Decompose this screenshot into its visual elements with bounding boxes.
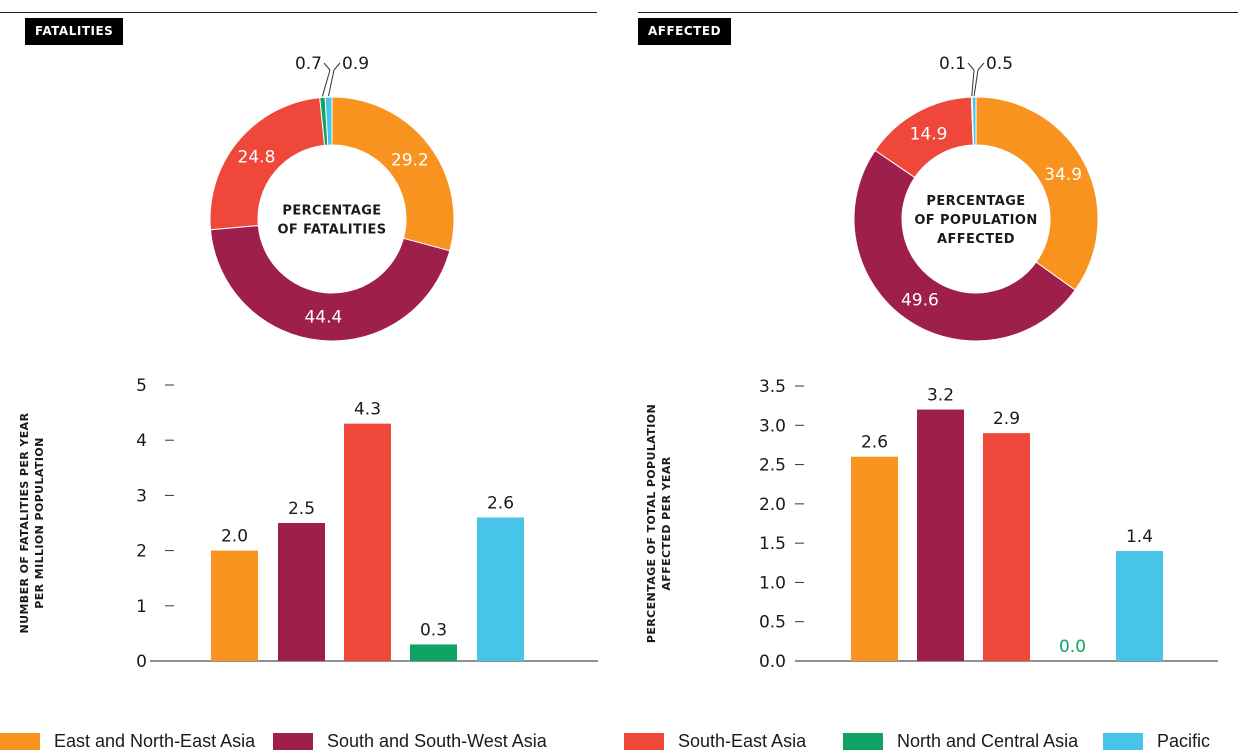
- legend: East and North-East Asia South and South…: [0, 730, 1241, 751]
- bar-chart-2-y-tick-label: 4: [136, 431, 147, 451]
- legend-label: South-East Asia: [678, 731, 807, 751]
- bar-chart-2-bar-north-and-central-asia: [410, 644, 457, 661]
- donut-1-center-label: OF POPULATION: [914, 213, 1037, 228]
- legend-label: North and Central Asia: [897, 731, 1079, 751]
- legend-swatch: [0, 733, 40, 750]
- donut-0-slice-south-and-south-west-asia: [209, 224, 451, 342]
- bar-chart-3-value-label: 0.0: [1059, 637, 1086, 657]
- donut-1-callout-line: [971, 69, 975, 97]
- bar-chart-3-y-tick-label: 1.0: [759, 573, 786, 593]
- bar-chart-2-y-tick-label: 2: [136, 542, 147, 562]
- donut-1-center-label: AFFECTED: [937, 232, 1015, 247]
- donut-1-slice-south-and-south-west-asia: [853, 149, 1076, 342]
- legend-label: Pacific: [1157, 731, 1211, 751]
- bar-chart-2-y-axis-title-line: PER MILLION POPULATION: [33, 437, 46, 608]
- bar-chart-3-y-tick-label: 0.0: [759, 652, 786, 672]
- donut-0-value-label: 24.8: [238, 148, 276, 168]
- legend-swatch: [624, 733, 664, 750]
- bar-chart-2-y-tick-label: 3: [136, 486, 147, 506]
- bar-chart-2-value-label: 2.5: [288, 499, 315, 519]
- legend-swatch: [273, 733, 313, 750]
- bar-chart-3-bar-pacific: [1116, 551, 1163, 661]
- donut-1-small-value-label: 0.5: [986, 54, 1013, 74]
- bar-chart-2-bar-pacific: [477, 517, 524, 661]
- bar-chart-2-value-label: 0.3: [420, 620, 447, 640]
- bar-chart-3-bar-south-east-asia: [983, 433, 1030, 661]
- bar-chart-3-value-label: 1.4: [1126, 527, 1153, 547]
- donut-0-small-value-label: 0.7: [295, 54, 322, 74]
- bar-chart-2-value-label: 2.6: [487, 493, 514, 513]
- donut-1-value-label: 49.6: [901, 290, 939, 310]
- donut-1-slice-pacific: [971, 96, 977, 146]
- bar-chart-3-value-label: 2.9: [993, 409, 1020, 429]
- donut-0-value-label: 29.2: [391, 150, 429, 170]
- bar-chart-2-bar-east-and-north-east-asia: [211, 550, 258, 661]
- bar-chart-2-y-tick-label: 0: [136, 652, 147, 672]
- donut-0-slice-pacific: [324, 96, 333, 146]
- donut-1-center-label: PERCENTAGE: [926, 194, 1025, 209]
- donut-1-callout-tick: [967, 62, 975, 71]
- donut-0-callout-line: [321, 69, 331, 97]
- donut-0-value-label: 44.4: [304, 308, 342, 328]
- bar-chart-3-value-label: 2.6: [861, 433, 888, 453]
- right-panel-rule: [638, 12, 1238, 13]
- fatalities-panel-title: FATALITIES: [25, 18, 124, 45]
- legend-swatch: [843, 733, 883, 750]
- donut-0-center-label: OF FATALITIES: [277, 223, 386, 238]
- bar-chart-3-y-axis-title: PERCENTAGE OF TOTAL POPULATION AFFECTED P…: [645, 404, 673, 643]
- bar-chart-3-value-label: 3.2: [927, 386, 954, 406]
- bar-chart-3-bar-east-and-north-east-asia: [851, 456, 898, 661]
- bar-chart-2-value-label: 4.3: [354, 400, 381, 420]
- bar-chart-2-y-axis-title: NUMBER OF FATALITIES PER YEAR PER MILLION…: [18, 412, 46, 633]
- bar-chart-2-bar-south-east-asia: [344, 423, 391, 661]
- bar-chart-3-bar-south-and-south-west-asia: [917, 409, 964, 661]
- legend-label: South and South-West Asia: [327, 731, 547, 751]
- bar-chart-3-y-tick-label: 2.0: [759, 495, 786, 515]
- donut-1-slice-east-and-north-east-asia: [975, 96, 1099, 291]
- donut-1-callout-tick: [977, 62, 985, 71]
- bar-chart-3-y-tick-label: 2.5: [759, 456, 786, 476]
- affected-panel-title: AFFECTED: [638, 18, 732, 45]
- bar-chart-2-y-tick-label: 1: [136, 597, 147, 617]
- bar-chart-3-y-axis-title-line: PERCENTAGE OF TOTAL POPULATION: [645, 404, 658, 643]
- donut-1-value-label: 34.9: [1044, 165, 1082, 185]
- donut-0-callout-tick: [333, 62, 341, 71]
- donut-1-small-value-label: 0.1: [939, 54, 966, 74]
- bar-chart-2-y-axis-title-line: NUMBER OF FATALITIES PER YEAR: [18, 412, 31, 633]
- donut-0-callout-tick: [323, 62, 331, 71]
- bar-chart-3-y-tick-label: 0.5: [759, 613, 786, 633]
- left-panel-rule: [0, 12, 597, 13]
- bar-chart-2-value-label: 2.0: [221, 527, 248, 547]
- legend-swatch: [1103, 733, 1143, 750]
- donut-0-center-label: PERCENTAGE: [282, 204, 381, 219]
- donut-1-callout-line: [973, 69, 979, 97]
- legend-label: East and North-East Asia: [54, 731, 256, 751]
- bar-chart-3-y-axis-title-line: AFFECTED PER YEAR: [660, 456, 673, 590]
- bar-chart-2-y-tick-label: 5: [136, 376, 147, 396]
- bar-chart-3-y-tick-label: 3.0: [759, 416, 786, 436]
- donut-1-value-label: 14.9: [910, 124, 948, 144]
- donut-0-small-value-label: 0.9: [342, 54, 369, 74]
- donut-0-slice-east-and-north-east-asia: [331, 96, 455, 252]
- donut-0-callout-line: [328, 69, 335, 97]
- bar-chart-3-y-tick-label: 1.5: [759, 534, 786, 554]
- bar-chart-3-y-tick-label: 3.5: [759, 377, 786, 397]
- bar-chart-2-bar-south-and-south-west-asia: [278, 523, 325, 661]
